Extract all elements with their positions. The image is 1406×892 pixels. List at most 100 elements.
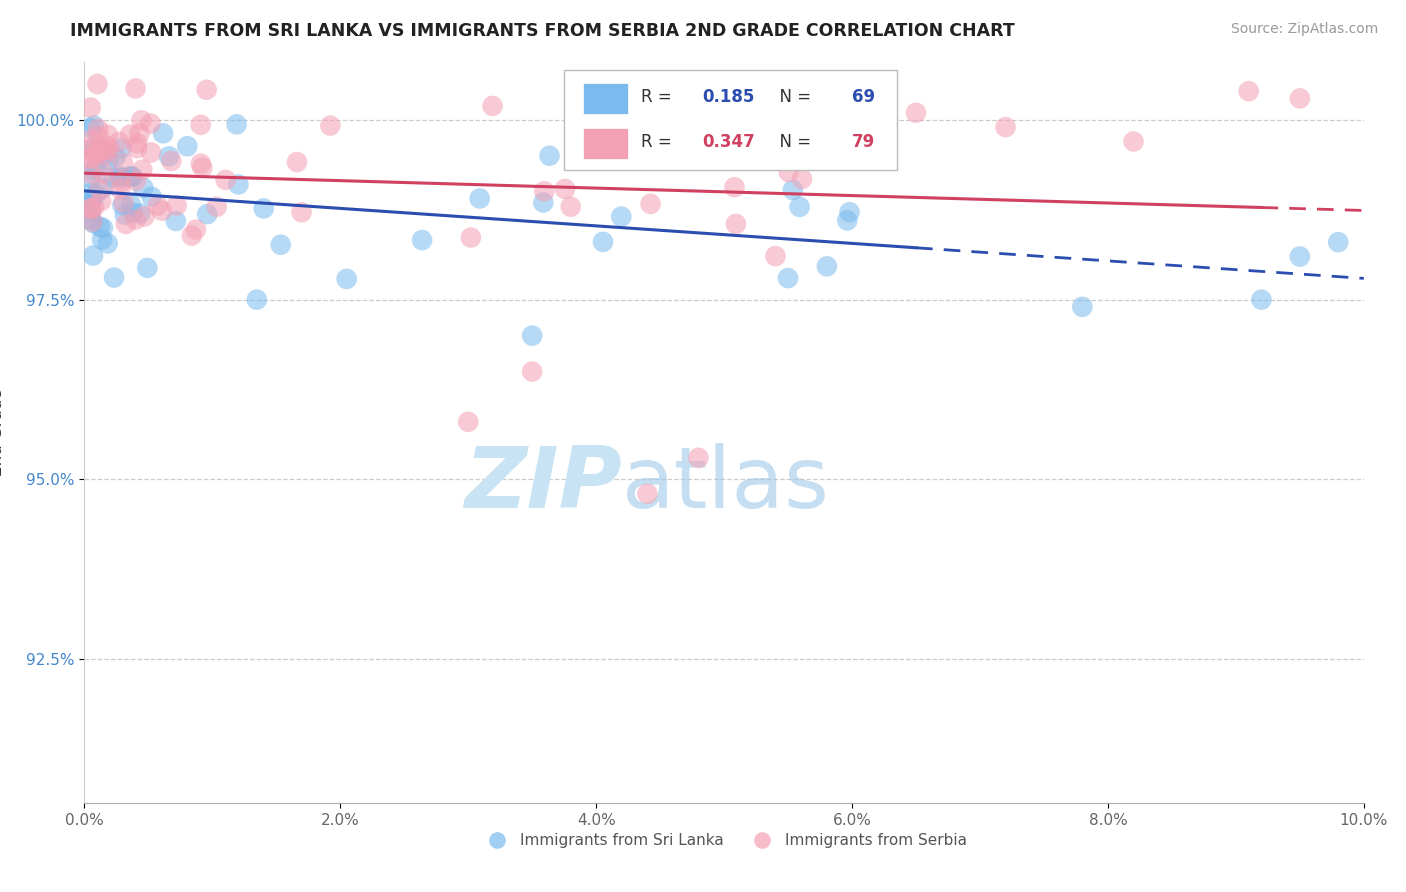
Text: 0.185: 0.185 [703,88,755,106]
Text: N =: N = [769,133,817,151]
Point [481,99,503,113]
Point [89,182,111,196]
Point [994,120,1017,135]
Point [146,199,169,213]
Point [120,128,142,142]
Text: N =: N = [769,88,817,106]
Point [93,167,115,181]
Point [111,170,134,185]
Point [139,145,162,160]
Point [80,202,103,216]
Point [1237,84,1260,98]
Text: 0.347: 0.347 [703,133,755,151]
Point [80,212,103,227]
Point [94,148,117,162]
Point [411,233,433,247]
Point [128,126,150,140]
Point [1250,293,1272,307]
Text: ZIP: ZIP [464,443,621,526]
Point [554,182,576,196]
Point [83,162,105,177]
Point [91,221,114,235]
Point [228,178,250,192]
Point [129,206,152,220]
Point [125,174,148,188]
Point [84,148,107,162]
Point [152,126,174,140]
Point [815,260,838,274]
Point [121,169,143,184]
Point [80,132,103,146]
Point [80,170,103,185]
Point [108,182,131,196]
Point [176,139,198,153]
Point [97,153,120,167]
Point [669,128,692,143]
Point [214,173,236,187]
Bar [583,128,628,159]
Point [80,186,103,201]
Point [112,195,135,210]
Point [457,415,479,429]
Point [134,210,156,224]
Point [166,198,188,212]
Point [125,141,148,155]
Point [790,172,813,186]
Point [533,184,555,198]
Point [336,272,359,286]
Point [180,228,202,243]
Point [111,156,134,170]
Point [131,162,153,177]
Point [82,214,104,228]
Point [87,143,110,157]
Point [83,145,105,159]
Point [80,202,103,216]
Point [1071,300,1094,314]
Point [285,155,308,169]
Point [598,136,620,150]
Point [91,143,114,157]
Point [110,142,132,156]
Point [468,192,491,206]
Point [108,169,131,184]
Point [89,219,111,234]
Point [111,198,134,212]
Point [121,205,143,219]
Point [778,165,800,179]
Point [120,169,142,184]
Point [724,217,747,231]
Point [141,190,163,204]
Point [91,233,114,247]
Point [205,200,228,214]
Point [560,200,582,214]
Point [80,194,103,209]
Point [114,217,136,231]
Point [522,365,544,379]
Point [1288,91,1310,105]
Point [120,198,142,212]
Text: IMMIGRANTS FROM SRI LANKA VS IMMIGRANTS FROM SERBIA 2ND GRADE CORRELATION CHART: IMMIGRANTS FROM SRI LANKA VS IMMIGRANTS … [70,22,1015,40]
Point [190,156,212,170]
Point [905,105,928,120]
Point [538,149,561,163]
Point [87,129,110,144]
Point [82,249,104,263]
Point [460,230,482,244]
Point [103,270,125,285]
Point [80,198,103,212]
Point [84,188,107,202]
Point [253,202,276,216]
Point [165,214,187,228]
Point [86,158,108,172]
Point [723,180,745,194]
Point [1288,250,1310,264]
Point [82,216,104,230]
Point [157,149,180,163]
Point [132,181,155,195]
Point [776,271,799,285]
Point [225,117,247,131]
Point [136,260,159,275]
Point [131,113,153,128]
Point [640,197,662,211]
Point [80,141,103,155]
